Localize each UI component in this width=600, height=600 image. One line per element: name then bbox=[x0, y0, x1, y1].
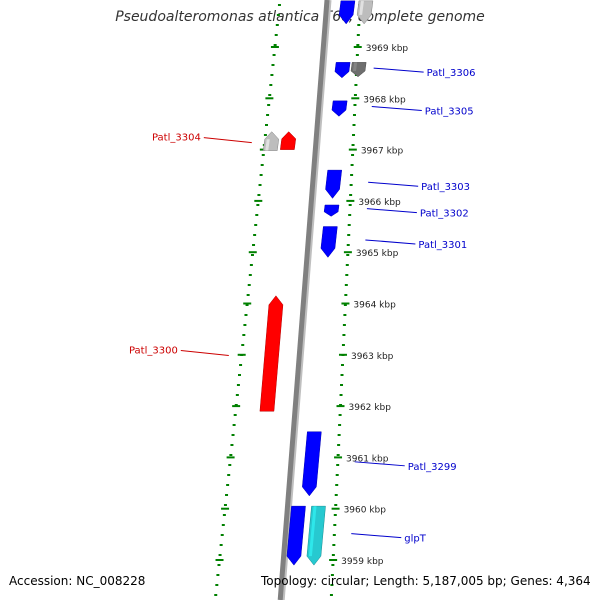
gene-label-leader bbox=[203, 137, 252, 144]
gene-patl-3304[interactable] bbox=[280, 131, 296, 150]
topology-text: Topology: circular; bbox=[261, 574, 370, 588]
gene-label-leader bbox=[351, 533, 402, 539]
gene-label-leader bbox=[368, 181, 419, 187]
scale-tick-label: 3966 kbp bbox=[358, 198, 401, 208]
gene-highlight bbox=[326, 205, 331, 212]
genome-stats: Topology: circular; Length: 5,187,005 bp… bbox=[261, 574, 591, 588]
gene-label[interactable]: Patl_3299 bbox=[408, 462, 457, 473]
scale-tick-label: 3964 kbp bbox=[353, 301, 396, 311]
scale-tick-label: 3960 kbp bbox=[344, 506, 387, 516]
gene-highlight bbox=[265, 139, 270, 151]
gene-highlight bbox=[261, 304, 274, 412]
gene-highlight bbox=[341, 0, 346, 15]
scale-tick-label: 3963 kbp bbox=[351, 352, 394, 362]
gene-label[interactable]: Patl_3300 bbox=[129, 346, 178, 357]
scale-tick-label: 3959 kbp bbox=[341, 557, 384, 567]
scale-tick-label: 3961 kbp bbox=[346, 454, 389, 464]
gene-highlight bbox=[359, 0, 364, 15]
gene-highlight bbox=[322, 226, 329, 249]
gene-highlight bbox=[282, 138, 287, 150]
gene-highlight bbox=[304, 431, 313, 487]
gene-label-leader bbox=[180, 350, 229, 357]
gene-label-leader bbox=[365, 239, 416, 245]
scale-tick-label: 3962 kbp bbox=[349, 403, 392, 413]
gene-glpt[interactable] bbox=[306, 505, 326, 566]
scale-tick-label: 3968 kbp bbox=[363, 95, 406, 105]
gene-label[interactable]: Patl_3301 bbox=[418, 240, 467, 251]
gene-highlight bbox=[333, 100, 339, 111]
gene-label[interactable]: Patl_3304 bbox=[152, 133, 201, 144]
accession-text: Accession: NC_008228 bbox=[9, 574, 146, 588]
gene-label-leader bbox=[371, 106, 422, 112]
scale-tick-label: 3967 kbp bbox=[361, 147, 404, 157]
gene-patl-3301[interactable] bbox=[320, 226, 338, 258]
gene-label[interactable]: Patl_3306 bbox=[427, 68, 476, 79]
gene-label[interactable]: Patl_3302 bbox=[420, 209, 469, 220]
gene-patl-3303[interactable] bbox=[325, 169, 343, 199]
genome-backbone bbox=[277, 0, 330, 600]
gene-label[interactable]: Patl_3305 bbox=[425, 107, 474, 118]
gene-label-leader bbox=[373, 67, 424, 73]
gene-label[interactable]: Patl_3303 bbox=[421, 182, 470, 193]
gene-highlight bbox=[308, 506, 317, 557]
scale-tick-label: 3969 kbp bbox=[366, 44, 409, 54]
gene-label-leader bbox=[354, 461, 405, 467]
map-title: Pseudoalteromonas atlantica T6c, complet… bbox=[115, 9, 485, 25]
scale-tick-label: 3965 kbp bbox=[356, 249, 399, 259]
gene-highlight bbox=[288, 506, 297, 557]
gene-highlight bbox=[336, 62, 342, 72]
length-text: Length: 5,187,005 bp; bbox=[373, 574, 507, 588]
gene-label[interactable]: glpT bbox=[404, 534, 426, 545]
gene-label-leader bbox=[366, 208, 417, 214]
genes-count-text: Genes: 4,364 bbox=[510, 574, 591, 588]
gene-highlight bbox=[327, 170, 333, 190]
gene-highlight bbox=[353, 62, 358, 72]
